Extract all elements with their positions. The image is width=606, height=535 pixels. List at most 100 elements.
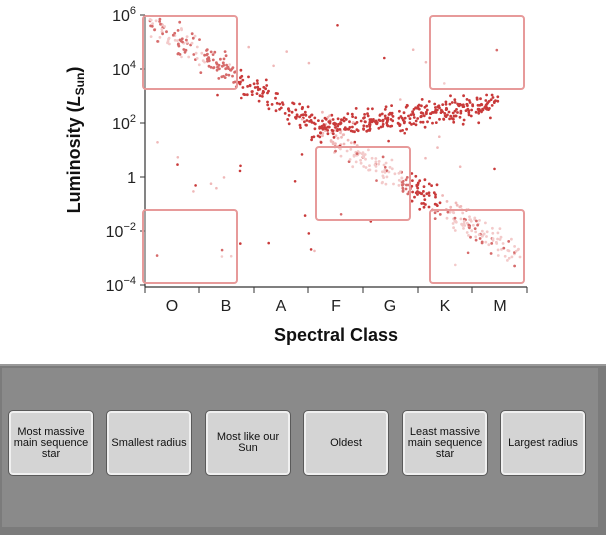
star	[427, 182, 431, 186]
star	[410, 172, 414, 175]
star	[453, 216, 457, 220]
star	[353, 140, 357, 144]
star	[418, 179, 422, 183]
zone-bottom-left[interactable]	[142, 209, 238, 284]
zone-top-right[interactable]	[429, 15, 525, 90]
star	[178, 53, 182, 56]
star	[187, 55, 191, 59]
star	[228, 63, 231, 66]
star	[451, 210, 455, 214]
star	[239, 164, 242, 168]
star	[250, 90, 254, 93]
star	[290, 110, 294, 114]
star	[343, 126, 347, 129]
zone-top-left[interactable]	[142, 15, 238, 90]
card-most-massive[interactable]: Most massive main sequence star	[8, 410, 94, 476]
star	[488, 107, 491, 110]
x-tick-label: F	[331, 298, 341, 315]
star	[456, 111, 459, 114]
star	[216, 93, 219, 97]
star	[424, 156, 427, 160]
star	[475, 98, 479, 101]
star	[490, 104, 494, 107]
star	[366, 114, 370, 118]
zone-center[interactable]	[315, 146, 411, 221]
star	[241, 78, 245, 82]
star	[211, 53, 215, 56]
star	[477, 233, 481, 237]
star	[349, 141, 353, 145]
star	[321, 131, 325, 135]
star	[374, 157, 378, 160]
card-smallest-radius[interactable]: Smallest radius	[106, 410, 192, 476]
star	[307, 61, 311, 65]
star	[467, 234, 470, 237]
star	[378, 113, 382, 117]
star	[448, 102, 452, 106]
star	[239, 80, 242, 84]
star	[294, 116, 297, 119]
star	[491, 231, 495, 235]
star	[366, 112, 369, 116]
star	[518, 255, 522, 259]
star	[449, 114, 453, 118]
star	[212, 66, 215, 70]
star	[501, 242, 505, 245]
star	[287, 113, 291, 117]
star	[206, 59, 209, 63]
star	[308, 115, 311, 119]
star	[165, 30, 168, 34]
star	[448, 210, 452, 214]
star	[346, 112, 350, 116]
star	[465, 98, 469, 101]
star	[496, 231, 500, 235]
star	[443, 112, 447, 115]
card-least-massive[interactable]: Least massive main sequence star	[402, 410, 488, 476]
star	[489, 116, 492, 120]
star	[348, 158, 352, 161]
star	[363, 120, 367, 123]
star	[339, 213, 343, 216]
x-tick-label: G	[384, 298, 396, 315]
star	[150, 24, 154, 28]
zone-bottom-right[interactable]	[429, 209, 525, 284]
star	[435, 183, 439, 187]
star	[433, 202, 437, 206]
star	[205, 49, 208, 52]
star	[160, 30, 164, 33]
star	[420, 202, 424, 205]
star	[487, 243, 491, 247]
star	[358, 151, 362, 155]
star	[392, 182, 395, 186]
star	[326, 129, 330, 132]
star	[176, 39, 179, 42]
star	[264, 87, 267, 91]
star	[442, 118, 446, 121]
star	[506, 259, 509, 262]
star	[403, 116, 407, 120]
card-largest-radius[interactable]: Largest radius	[500, 410, 586, 476]
star	[228, 68, 232, 72]
star	[445, 216, 449, 220]
star	[459, 205, 463, 208]
star	[364, 157, 367, 161]
star	[252, 82, 256, 86]
star	[278, 102, 282, 106]
star	[455, 108, 458, 111]
star	[185, 38, 188, 42]
star	[194, 184, 197, 187]
star	[328, 114, 331, 117]
x-tick-label: M	[493, 298, 506, 315]
star	[470, 229, 474, 233]
star	[213, 50, 217, 54]
star	[412, 116, 416, 119]
star	[248, 84, 252, 88]
star	[448, 117, 451, 121]
star	[477, 111, 481, 115]
star	[389, 118, 393, 121]
card-oldest[interactable]: Oldest	[303, 410, 389, 476]
star	[306, 105, 310, 109]
card-most-like-sun[interactable]: Most like our Sun	[205, 410, 291, 476]
star	[474, 235, 478, 239]
star	[198, 38, 201, 41]
